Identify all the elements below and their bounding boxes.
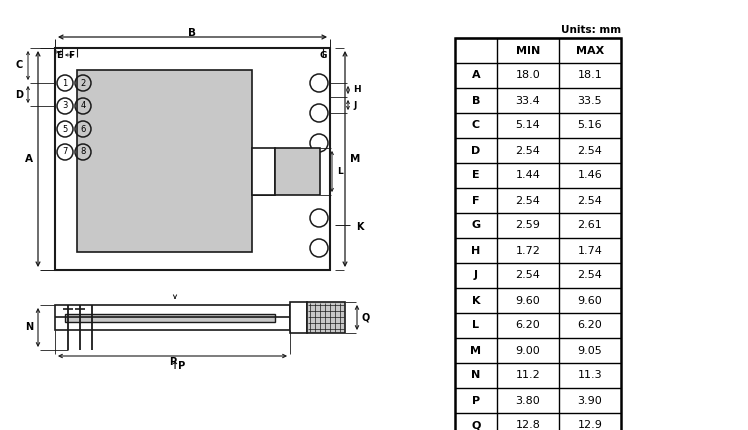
Text: D: D <box>471 145 481 156</box>
Text: B: B <box>188 28 197 38</box>
Text: 2.54: 2.54 <box>577 145 602 156</box>
Text: 9.60: 9.60 <box>577 295 602 305</box>
Text: 6: 6 <box>80 125 86 133</box>
Text: Q: Q <box>362 313 370 322</box>
Text: C: C <box>16 61 23 71</box>
Text: M: M <box>470 345 482 356</box>
Bar <box>307 302 345 333</box>
Bar <box>455 38 621 430</box>
Text: 1.46: 1.46 <box>577 171 602 181</box>
Text: F: F <box>68 50 74 59</box>
Text: 2.54: 2.54 <box>515 145 541 156</box>
Text: E: E <box>56 50 62 59</box>
Text: A: A <box>25 154 33 164</box>
Text: 3: 3 <box>62 101 67 111</box>
Text: ↑P: ↑P <box>170 361 185 371</box>
Text: 2.54: 2.54 <box>515 270 541 280</box>
Text: 2.54: 2.54 <box>515 196 541 206</box>
Text: P: P <box>472 396 480 405</box>
Text: F: F <box>472 196 479 206</box>
Text: 1.74: 1.74 <box>577 246 602 255</box>
Text: 2.61: 2.61 <box>577 221 602 230</box>
Bar <box>55 305 290 330</box>
Bar <box>275 148 320 195</box>
Text: 1.72: 1.72 <box>515 246 541 255</box>
Text: L: L <box>337 167 343 176</box>
Text: M: M <box>350 154 361 164</box>
Text: K: K <box>356 222 364 232</box>
Text: 7: 7 <box>62 147 67 157</box>
Text: 2: 2 <box>80 79 85 87</box>
Bar <box>77 70 252 252</box>
Text: 11.2: 11.2 <box>515 371 540 381</box>
Text: MIN: MIN <box>516 46 540 55</box>
Text: C: C <box>472 120 480 130</box>
Bar <box>65 314 275 322</box>
Text: 3.80: 3.80 <box>515 396 540 405</box>
Text: 11.3: 11.3 <box>577 371 602 381</box>
Text: K: K <box>472 295 480 305</box>
Text: Q: Q <box>471 421 481 430</box>
Bar <box>290 302 307 333</box>
Text: J: J <box>474 270 478 280</box>
Text: 5: 5 <box>62 125 67 133</box>
Text: Units: mm: Units: mm <box>561 25 621 35</box>
Text: 4: 4 <box>80 101 85 111</box>
Text: 2.54: 2.54 <box>577 196 602 206</box>
Text: J: J <box>353 101 356 110</box>
Text: 12.8: 12.8 <box>515 421 541 430</box>
Text: G: G <box>319 50 327 59</box>
Text: N: N <box>471 371 481 381</box>
Text: A: A <box>472 71 480 80</box>
Text: 9.05: 9.05 <box>577 345 602 356</box>
Text: 5.14: 5.14 <box>515 120 540 130</box>
Bar <box>55 48 330 270</box>
Text: 2.54: 2.54 <box>577 270 602 280</box>
Text: H: H <box>471 246 481 255</box>
Text: 8: 8 <box>80 147 86 157</box>
Text: 9.60: 9.60 <box>515 295 540 305</box>
Text: 33.4: 33.4 <box>515 95 540 105</box>
Text: 12.9: 12.9 <box>577 421 602 430</box>
Text: 2.59: 2.59 <box>515 221 541 230</box>
Text: 5.16: 5.16 <box>577 120 602 130</box>
Text: 18.0: 18.0 <box>515 71 540 80</box>
Text: L: L <box>473 320 479 331</box>
Text: E: E <box>472 171 479 181</box>
Text: 3.90: 3.90 <box>577 396 602 405</box>
Text: 9.00: 9.00 <box>515 345 540 356</box>
Text: 1.44: 1.44 <box>515 171 541 181</box>
Text: N: N <box>25 322 33 332</box>
Text: P: P <box>169 357 176 367</box>
Text: H: H <box>353 86 361 95</box>
Text: 1: 1 <box>62 79 67 87</box>
Text: 18.1: 18.1 <box>577 71 602 80</box>
Text: 33.5: 33.5 <box>577 95 602 105</box>
Text: D: D <box>15 89 23 99</box>
Bar <box>252 148 275 195</box>
Text: 6.20: 6.20 <box>515 320 540 331</box>
Text: G: G <box>471 221 480 230</box>
Text: B: B <box>472 95 480 105</box>
Text: 6.20: 6.20 <box>577 320 602 331</box>
Text: MAX: MAX <box>576 46 604 55</box>
